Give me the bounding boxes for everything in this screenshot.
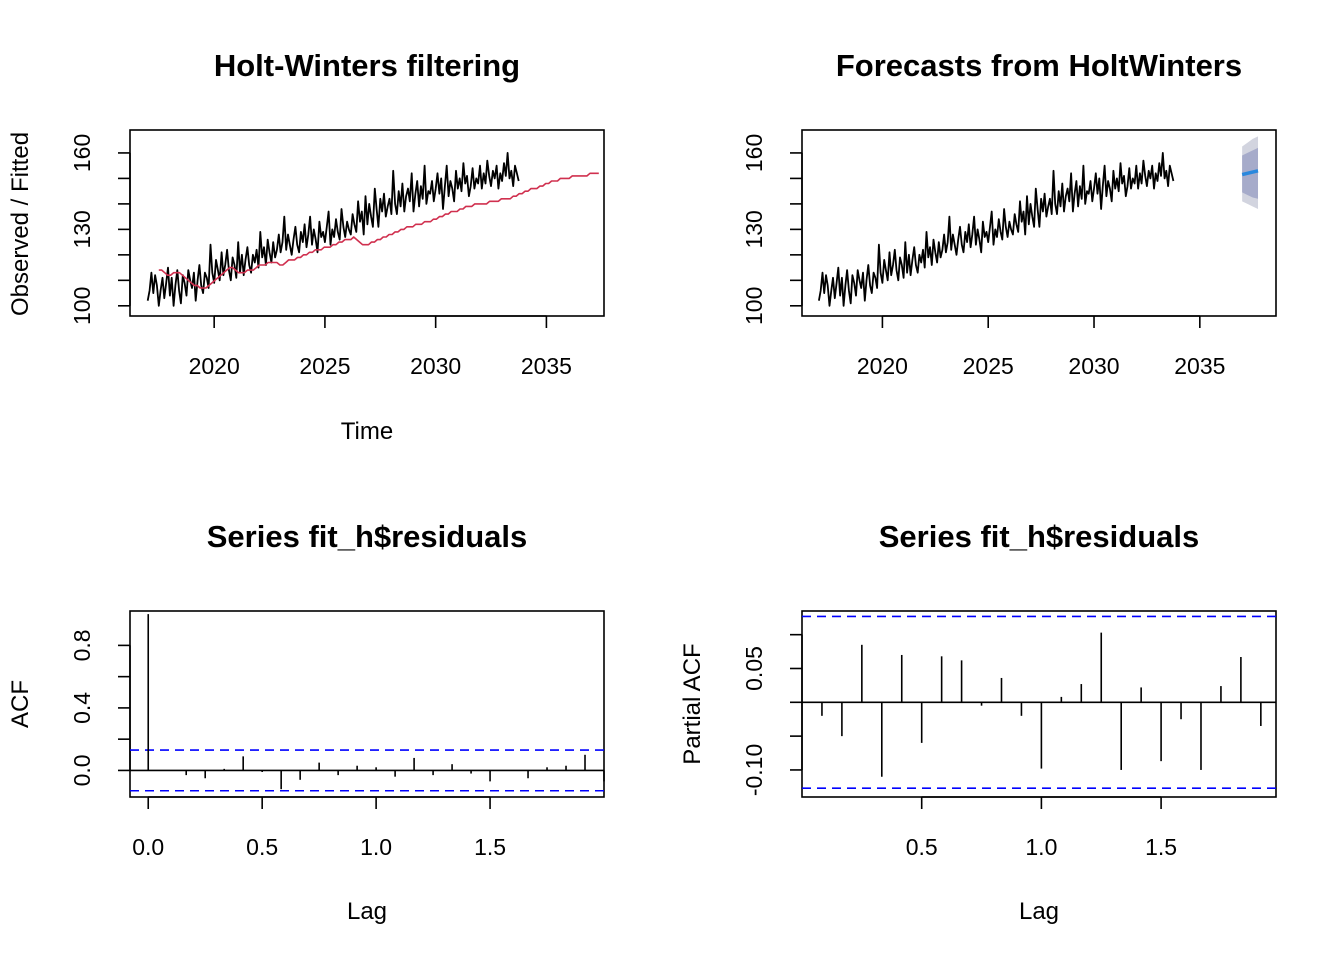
x-tick-label: 2030 bbox=[410, 353, 461, 379]
observed-series-line bbox=[818, 151, 1175, 307]
x-tick-label: 2035 bbox=[1174, 353, 1225, 379]
y-tick-label: 0.0 bbox=[69, 754, 95, 786]
x-tick-label: 1.5 bbox=[1145, 834, 1177, 860]
x-tick-label: 2025 bbox=[963, 353, 1014, 379]
pacf-panel: Series fit_h$residuals Lag Partial ACF 0… bbox=[679, 519, 1277, 925]
plot-area: 0.5 1.0 1.5 -0.10 0.05 bbox=[741, 610, 1277, 860]
y-tick-label: 0.8 bbox=[69, 629, 95, 661]
plot-area: 2020 2025 2030 2035 100 130 160 bbox=[741, 129, 1277, 379]
forecast-panel: Forecasts from HoltWinters 2020 2025 2030 2… bbox=[741, 48, 1277, 379]
x-tick-label: 2020 bbox=[189, 353, 240, 379]
plot-area: 2020 2025 2030 2035 100 130 160 bbox=[69, 129, 605, 379]
x-tick-label: 1.0 bbox=[1025, 834, 1057, 860]
holt-winters-filtering-panel: Holt-Winters filtering Time Observed / F… bbox=[7, 48, 605, 445]
y-tick-label: 160 bbox=[69, 134, 95, 172]
plot-area: 0.0 0.5 1.0 1.5 0.0 0.4 0.8 bbox=[69, 610, 605, 860]
fitted-series-line bbox=[158, 172, 599, 289]
x-tick-label: 2020 bbox=[857, 353, 908, 379]
x-axis-label: Lag bbox=[347, 898, 387, 925]
x-tick-label: 1.5 bbox=[474, 834, 506, 860]
x-axis-label: Lag bbox=[1019, 898, 1059, 925]
y-tick-label: 0.4 bbox=[69, 692, 95, 724]
x-tick-label: 2025 bbox=[299, 353, 350, 379]
panel-title: Forecasts from HoltWinters bbox=[836, 48, 1242, 83]
y-tick-label: 100 bbox=[741, 287, 767, 325]
x-tick-label: 1.0 bbox=[360, 834, 392, 860]
y-tick-label: 130 bbox=[69, 210, 95, 248]
x-tick-label: 0.0 bbox=[132, 834, 164, 860]
acf-panel: Series fit_h$residuals Lag ACF 0.0 0.5 1.0… bbox=[7, 519, 605, 925]
x-tick-label: 0.5 bbox=[906, 834, 938, 860]
y-tick-label: 160 bbox=[741, 134, 767, 172]
y-axis-label: ACF bbox=[7, 680, 34, 728]
y-tick-label: -0.10 bbox=[741, 744, 767, 796]
x-tick-label: 2035 bbox=[521, 353, 572, 379]
panel-title: Holt-Winters filtering bbox=[214, 48, 520, 83]
y-tick-label: 100 bbox=[69, 287, 95, 325]
panel-title: Series fit_h$residuals bbox=[207, 519, 528, 554]
y-axis-label: Observed / Fitted bbox=[7, 132, 34, 316]
y-tick-label: 0.05 bbox=[741, 646, 767, 691]
panel-title: Series fit_h$residuals bbox=[879, 519, 1200, 554]
x-tick-label: 2030 bbox=[1068, 353, 1119, 379]
observed-series-line bbox=[146, 151, 520, 307]
y-tick-label: 130 bbox=[741, 210, 767, 248]
x-tick-label: 0.5 bbox=[246, 834, 278, 860]
x-axis-label: Time bbox=[341, 418, 393, 445]
forecast-mean-line bbox=[1241, 169, 1259, 177]
y-axis-label: Partial ACF bbox=[679, 643, 706, 764]
